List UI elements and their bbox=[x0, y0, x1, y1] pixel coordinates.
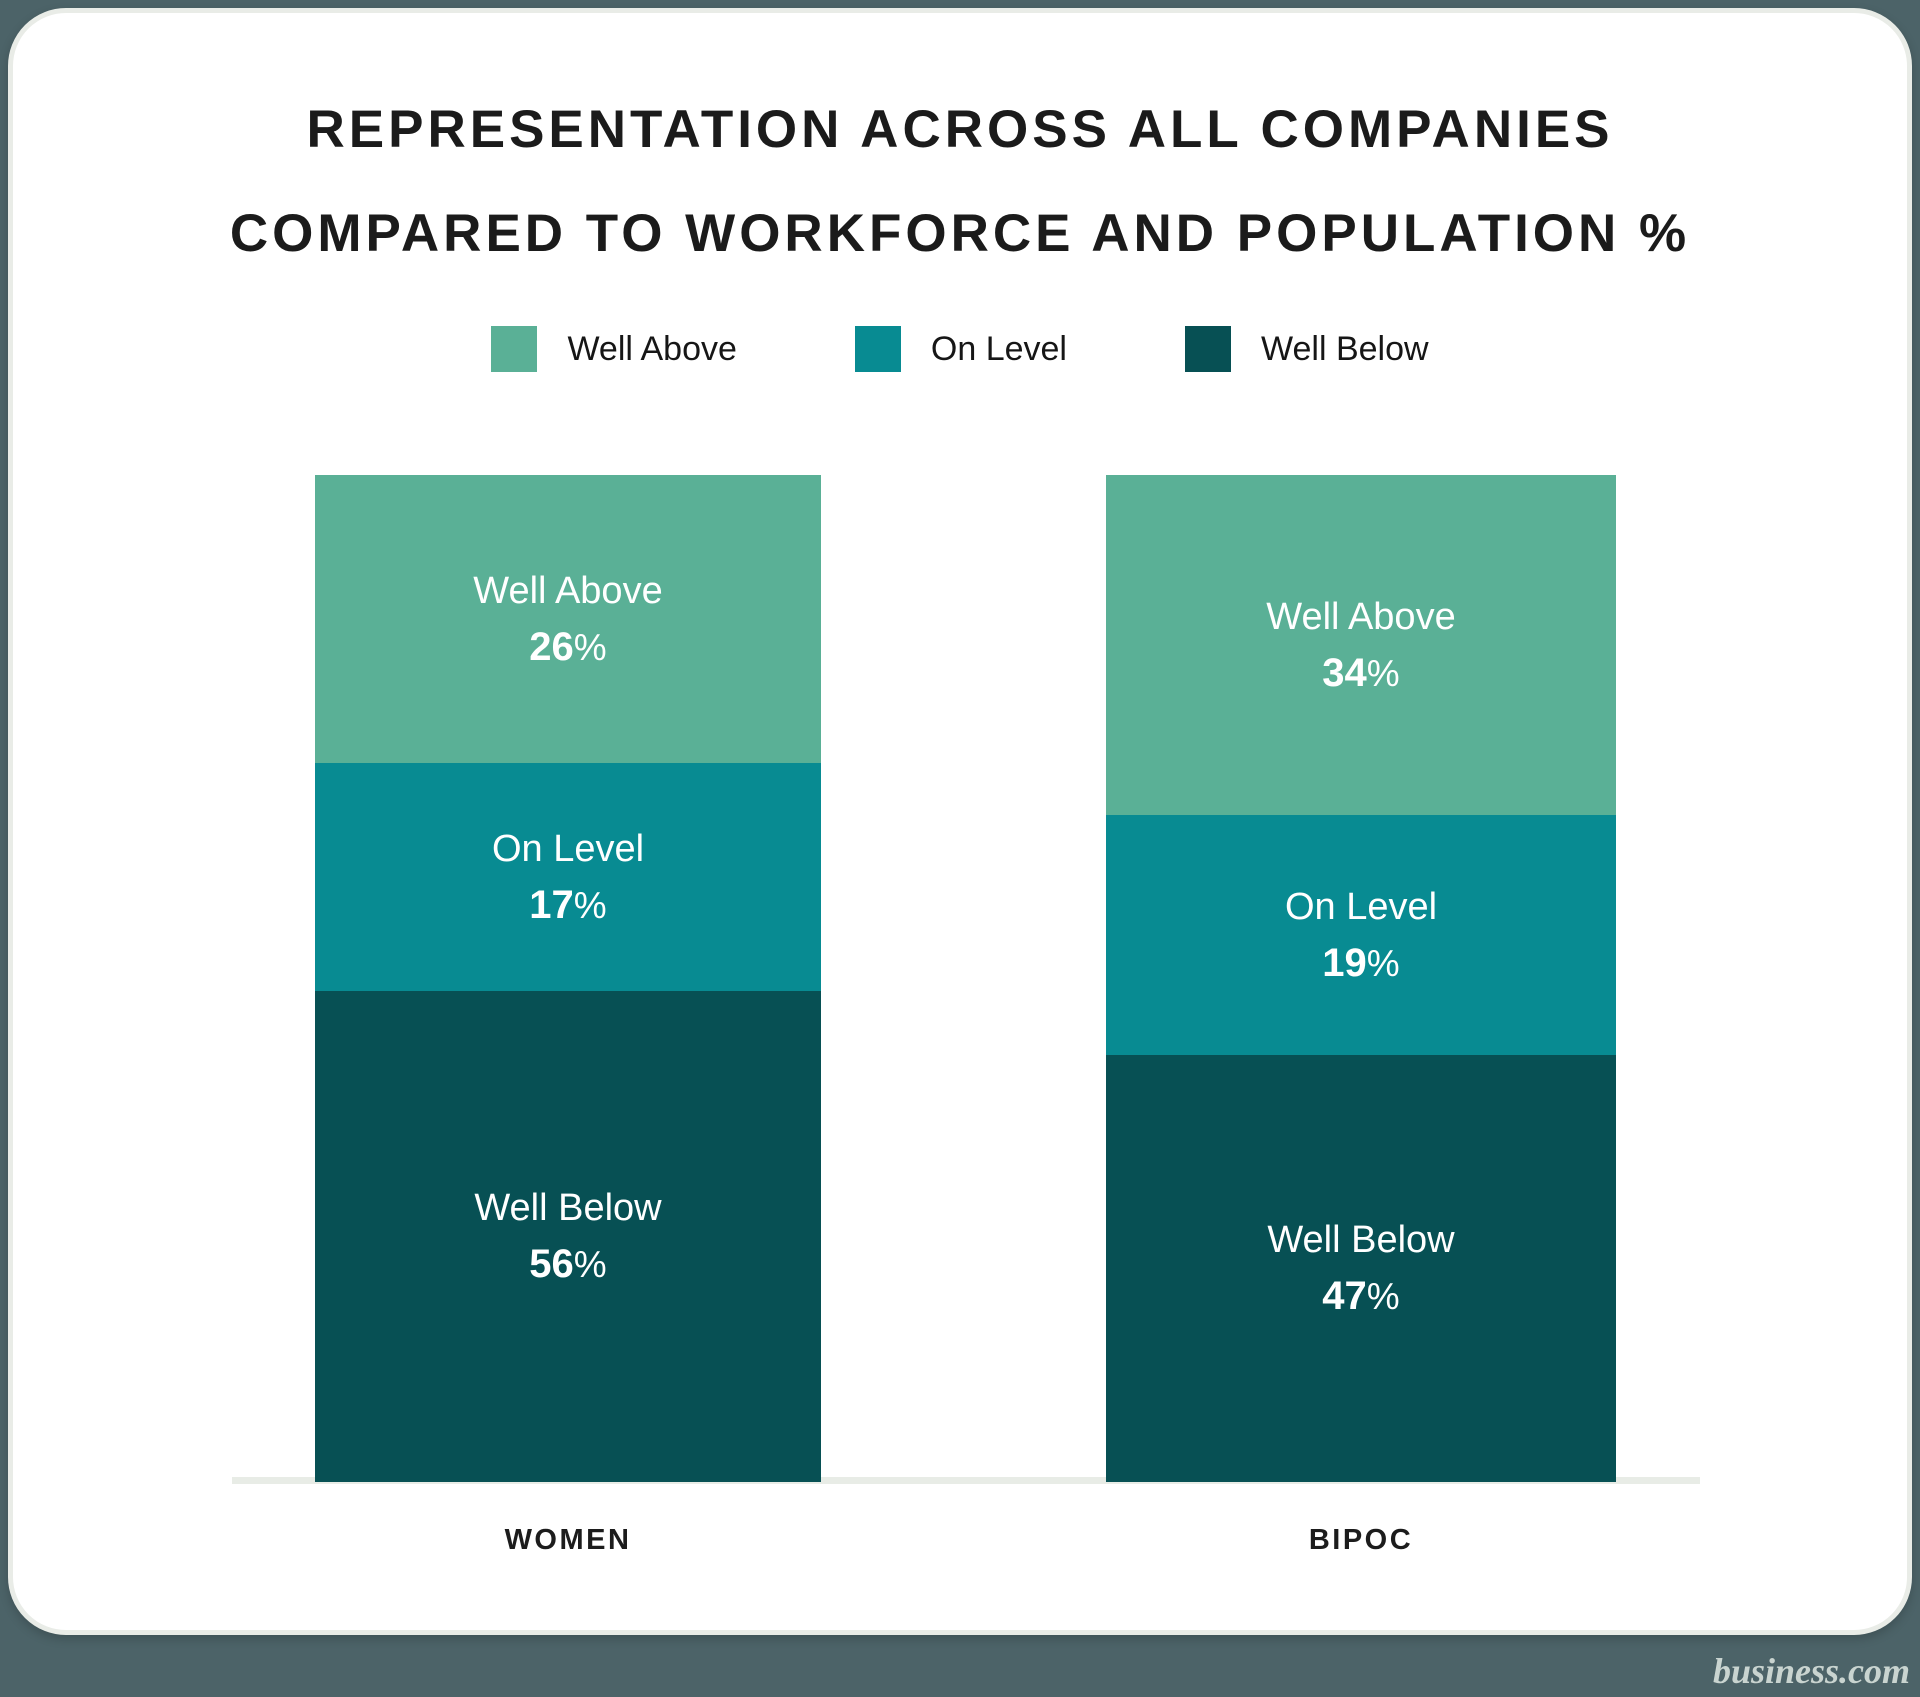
footer-band bbox=[0, 1640, 1920, 1697]
category-label-women: WOMEN bbox=[504, 1524, 632, 1556]
legend-item-well-below: Well Below bbox=[1185, 326, 1429, 372]
legend-item-on-level: On Level bbox=[854, 326, 1067, 372]
stacked-bar-bipoc: Well Above 34% On Level 19% Well Below 4… bbox=[1106, 475, 1616, 1482]
segment-women-well-above: Well Above 26% bbox=[315, 475, 821, 764]
segment-bipoc-on-level: On Level 19% bbox=[1106, 815, 1616, 1056]
segment-women-on-level: On Level 17% bbox=[315, 763, 821, 992]
chart-title-line2: COMPARED TO WORKFORCE AND POPULATION % bbox=[229, 204, 1691, 263]
segment-label: Well Above bbox=[473, 569, 663, 612]
legend-swatch-well-above bbox=[491, 326, 538, 372]
chart-title: REPRESENTATION ACROSS ALL COMPANIES COMP… bbox=[0, 78, 1920, 286]
segment-women-well-below: Well Below 56% bbox=[315, 991, 821, 1482]
segment-label: Well Above bbox=[1266, 595, 1456, 638]
segment-value: 19% bbox=[1322, 940, 1400, 985]
segment-value: 47% bbox=[1322, 1274, 1400, 1319]
segment-value: 17% bbox=[529, 882, 607, 927]
legend-label-well-above: Well Above bbox=[567, 329, 737, 368]
segment-label: On Level bbox=[491, 827, 645, 870]
legend-item-well-above: Well Above bbox=[491, 326, 737, 372]
category-label-bipoc: BIPOC bbox=[1308, 1524, 1414, 1556]
baseline-axis bbox=[232, 1477, 1700, 1484]
segment-value: 26% bbox=[529, 624, 607, 669]
legend-swatch-well-below bbox=[1185, 326, 1231, 372]
segment-bipoc-well-above: Well Above 34% bbox=[1106, 475, 1616, 816]
legend: Well Above On Level Well Below bbox=[0, 326, 1920, 372]
legend-label-well-below: Well Below bbox=[1261, 329, 1429, 368]
segment-label: Well Below bbox=[1267, 1219, 1455, 1262]
stacked-bar-women: Well Above 26% On Level 17% Well Below 5… bbox=[315, 475, 821, 1482]
segment-value: 56% bbox=[529, 1242, 607, 1287]
segment-bipoc-well-below: Well Below 47% bbox=[1106, 1055, 1616, 1482]
chart-title-line1: REPRESENTATION ACROSS ALL COMPANIES bbox=[306, 100, 1614, 159]
segment-label: On Level bbox=[1284, 885, 1438, 928]
watermark-business-com: business.com bbox=[1712, 1651, 1910, 1691]
legend-swatch-on-level bbox=[854, 326, 901, 372]
segment-label: Well Below bbox=[474, 1187, 662, 1230]
legend-label-on-level: On Level bbox=[930, 329, 1067, 368]
segment-value: 34% bbox=[1322, 650, 1400, 695]
